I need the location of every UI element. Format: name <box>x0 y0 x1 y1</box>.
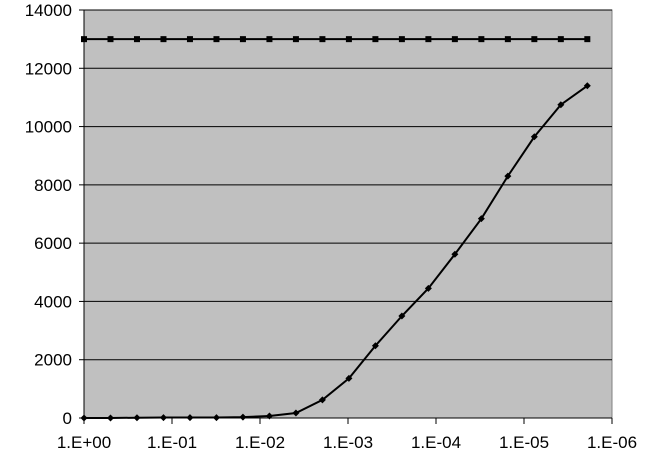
data-point <box>133 414 141 422</box>
data-point <box>584 36 591 43</box>
data-point <box>265 412 273 420</box>
data-point <box>292 409 300 417</box>
data-point <box>398 36 405 43</box>
data-point <box>80 414 88 422</box>
data-point <box>451 250 459 258</box>
data-point <box>186 36 193 43</box>
plot-area <box>83 9 613 419</box>
data-point <box>583 82 591 90</box>
data-point <box>478 36 485 43</box>
data-point <box>318 396 326 404</box>
data-point <box>345 374 353 382</box>
series-2 <box>80 82 591 422</box>
data-point <box>186 414 194 422</box>
data-point <box>345 36 352 43</box>
y-tick-label: 6000 <box>34 234 72 253</box>
data-point <box>371 342 379 350</box>
data-point <box>531 36 538 43</box>
x-tick-label: 1.E-05 <box>499 433 549 452</box>
x-tick-label: 1.E-06 <box>587 433 637 452</box>
x-tick-label: 1.E-03 <box>323 433 373 452</box>
y-tick-label: 0 <box>63 409 72 428</box>
y-tick-label: 10000 <box>25 118 72 137</box>
data-point <box>160 36 167 43</box>
tick-labels: 0 2000 4000 6000 8000 10000 12000 14000 1.E+00 1.… <box>25 1 637 452</box>
y-tick-label: 14000 <box>25 1 72 20</box>
data-point <box>557 101 565 109</box>
data-point <box>292 36 299 43</box>
data-point <box>477 215 485 223</box>
data-point <box>530 133 538 141</box>
data-point <box>557 36 564 43</box>
x-tick-label: 1.E-01 <box>147 433 197 452</box>
data-point <box>106 414 114 422</box>
data-point <box>425 36 432 43</box>
y-tick-label: 8000 <box>34 176 72 195</box>
data-point <box>107 36 114 43</box>
x-tick-label: 1.E-02 <box>235 433 285 452</box>
data-point <box>398 312 406 320</box>
data-point <box>504 36 511 43</box>
data-point <box>372 36 379 43</box>
series-layer <box>80 36 591 422</box>
y-tick-label: 4000 <box>34 292 72 311</box>
data-point <box>159 414 167 422</box>
data-point <box>504 172 512 180</box>
data-point <box>213 36 220 43</box>
data-point <box>319 36 326 43</box>
x-tick-label: 1.E+00 <box>57 433 111 452</box>
series-1 <box>81 36 591 43</box>
data-point <box>451 36 458 43</box>
data-point <box>266 36 273 43</box>
y-tick-label: 12000 <box>25 59 72 78</box>
x-tick-label: 1.E-04 <box>411 433 461 452</box>
series-line <box>84 84 588 419</box>
data-point <box>239 413 247 421</box>
data-point <box>239 36 246 43</box>
data-point <box>212 414 220 422</box>
gridlines <box>84 9 612 361</box>
data-point <box>81 36 87 43</box>
data-point <box>133 36 140 43</box>
y-tick-label: 2000 <box>34 351 72 370</box>
data-point <box>424 284 432 292</box>
